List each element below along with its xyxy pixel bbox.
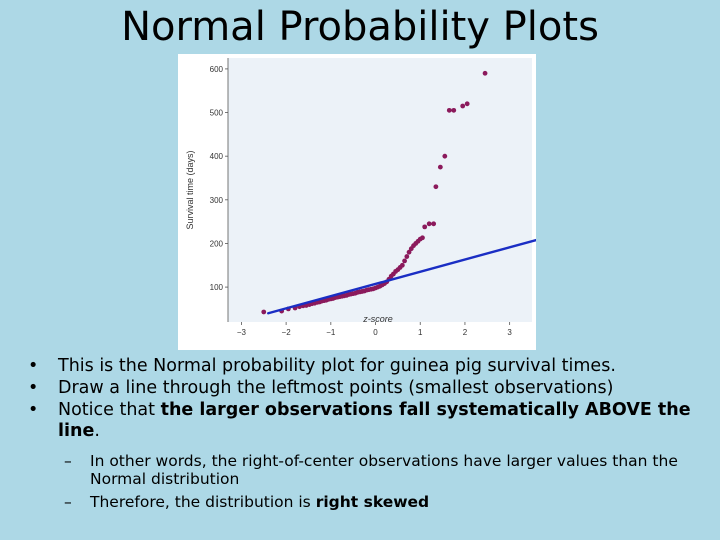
bullet-1: This is the Normal probability plot for … <box>28 356 698 377</box>
data-point <box>437 164 443 170</box>
x-tick-label: −3 <box>237 328 247 337</box>
sub-bullet-2-bold: right skewed <box>315 493 430 511</box>
data-point <box>404 254 410 259</box>
data-point <box>402 258 407 264</box>
bullet-3: Notice that the larger observations fall… <box>28 400 698 511</box>
y-axis-label: Survival time (days) <box>185 150 195 229</box>
x-tick-label: −2 <box>282 328 292 337</box>
data-points <box>261 70 488 315</box>
x-axis-label: z-score <box>362 314 393 324</box>
bullet-1-text: This is the Normal probability plot for … <box>58 356 616 376</box>
bullet-3-pre: Notice that <box>58 400 161 420</box>
y-tick-label: 500 <box>210 109 224 118</box>
data-point <box>451 107 457 113</box>
data-point <box>431 221 437 227</box>
x-tick-label: −1 <box>326 328 336 337</box>
reference-line <box>267 238 536 315</box>
y-tick-label: 600 <box>210 65 224 74</box>
x-tick-label: 1 <box>418 328 423 337</box>
data-point <box>482 70 488 76</box>
data-point <box>399 262 405 268</box>
data-point <box>261 309 267 315</box>
data-point <box>433 184 439 190</box>
y-tick-label: 200 <box>210 239 224 248</box>
x-tick-label: 2 <box>463 328 468 337</box>
axes: 100 200 300 400 500 600 −3 −2 −1 0 1 2 3 <box>210 58 512 337</box>
data-point <box>460 103 466 109</box>
sub-bullet-2-pre: Therefore, the distribution is <box>90 493 316 511</box>
data-point <box>442 153 448 159</box>
plot-area <box>228 58 532 322</box>
bullet-2: Draw a line through the leftmost points … <box>28 378 698 399</box>
sub-bullet-list: In other words, the right-of-center obse… <box>58 452 698 511</box>
bullet-list: This is the Normal probability plot for … <box>28 356 698 516</box>
data-point <box>420 235 425 241</box>
bullet-2-text: Draw a line through the leftmost points … <box>58 378 614 398</box>
y-tick-label: 400 <box>210 152 224 161</box>
data-point <box>422 224 428 230</box>
data-point <box>464 101 470 107</box>
data-point <box>406 249 412 255</box>
slide-title: Normal Probability Plots <box>121 4 599 50</box>
sub-bullet-1-text: In other words, the right-of-center obse… <box>90 452 678 488</box>
x-tick-label: 0 <box>373 328 378 337</box>
bullet-3-bold: the larger observations fall systematica… <box>58 400 691 441</box>
data-point <box>446 107 452 113</box>
data-point <box>426 221 432 227</box>
normal-probability-plot: 100 200 300 400 500 600 −3 −2 −1 0 1 2 3 z-score Sur… <box>178 54 536 350</box>
x-tick-label: 3 <box>507 328 512 337</box>
y-tick-label: 300 <box>210 196 224 205</box>
bullet-3-post: . <box>94 421 100 441</box>
y-tick-label: 100 <box>210 283 224 292</box>
reference-line-group <box>267 238 536 315</box>
sub-bullet-2: Therefore, the distribution is right ske… <box>58 493 698 511</box>
sub-bullet-1: In other words, the right-of-center obse… <box>58 452 698 488</box>
